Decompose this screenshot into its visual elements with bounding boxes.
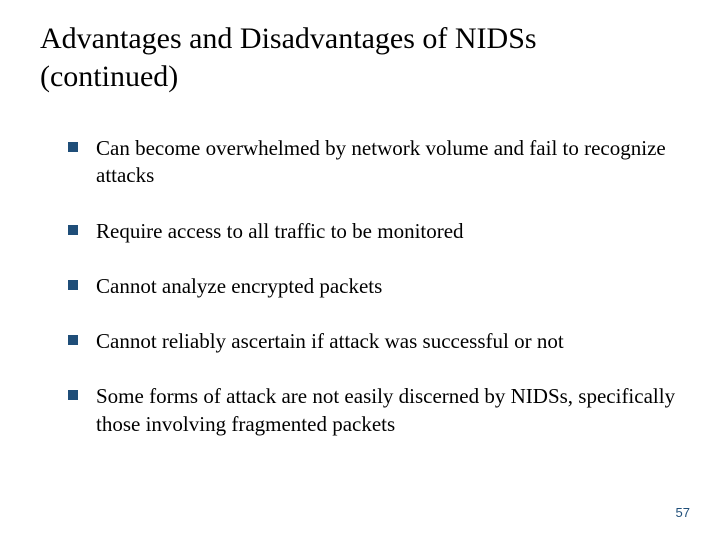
square-bullet-icon <box>68 280 78 290</box>
bullet-item: Can become overwhelmed by network volume… <box>68 135 680 190</box>
bullet-text: Require access to all traffic to be moni… <box>96 219 464 243</box>
slide-title: Advantages and Disadvantages of NIDSs (c… <box>40 20 680 95</box>
bullet-item: Cannot reliably ascertain if attack was … <box>68 328 680 355</box>
page-number: 57 <box>676 505 690 520</box>
square-bullet-icon <box>68 225 78 235</box>
bullet-list: Can become overwhelmed by network volume… <box>40 135 680 438</box>
bullet-item: Require access to all traffic to be moni… <box>68 218 680 245</box>
bullet-text: Some forms of attack are not easily disc… <box>96 384 675 435</box>
bullet-item: Some forms of attack are not easily disc… <box>68 383 680 438</box>
square-bullet-icon <box>68 142 78 152</box>
square-bullet-icon <box>68 390 78 400</box>
slide-container: Advantages and Disadvantages of NIDSs (c… <box>0 0 720 540</box>
bullet-item: Cannot analyze encrypted packets <box>68 273 680 300</box>
bullet-text: Cannot analyze encrypted packets <box>96 274 382 298</box>
bullet-text: Can become overwhelmed by network volume… <box>96 136 666 187</box>
square-bullet-icon <box>68 335 78 345</box>
bullet-text: Cannot reliably ascertain if attack was … <box>96 329 564 353</box>
